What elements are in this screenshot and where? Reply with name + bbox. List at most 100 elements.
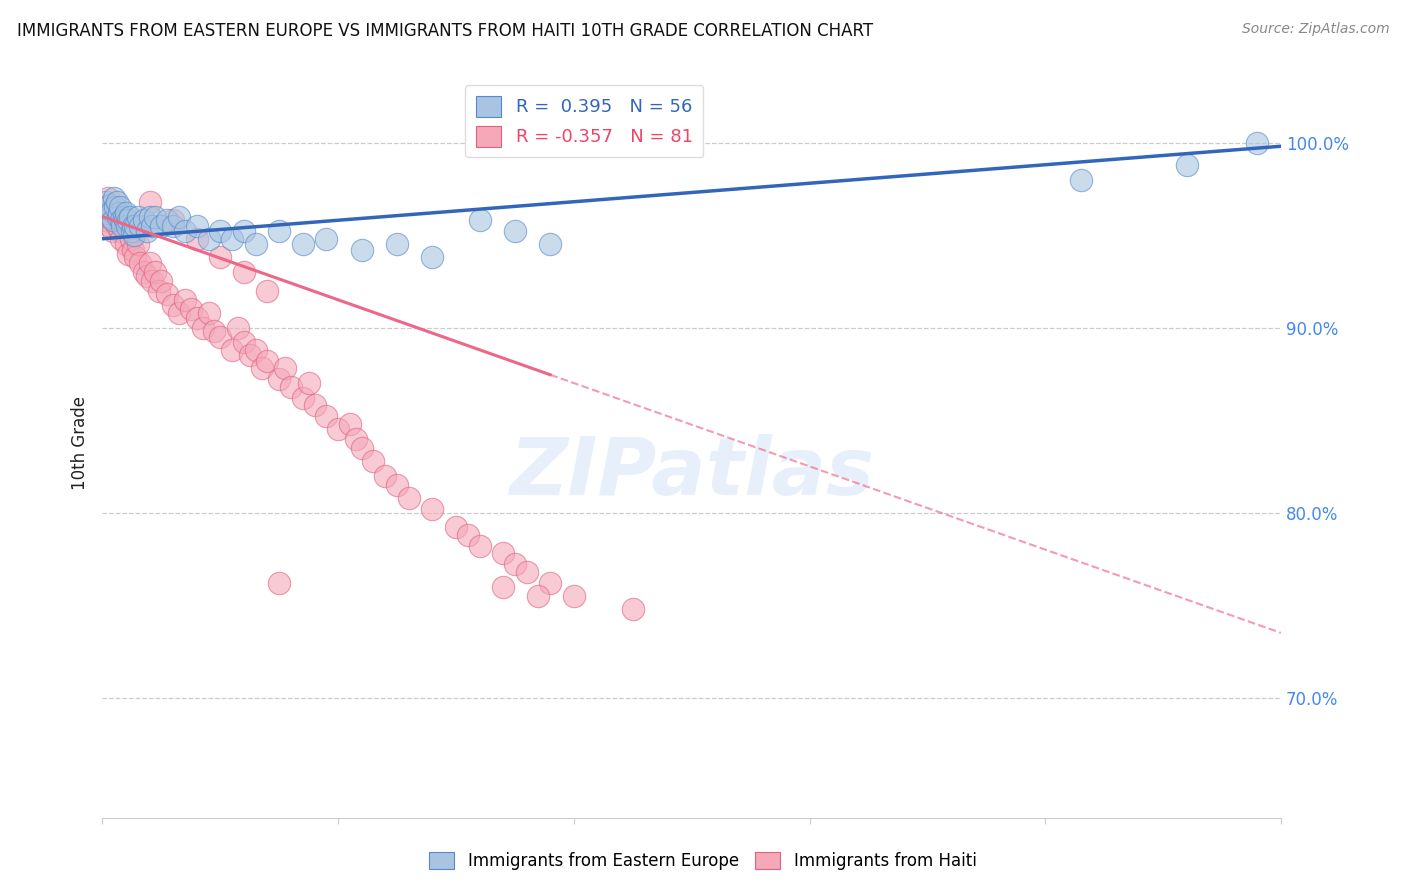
Point: [186, 219, 208, 233]
Point: [117, 246, 139, 260]
Point: [374, 468, 396, 483]
Point: [444, 520, 467, 534]
Point: [162, 213, 184, 227]
Point: [344, 432, 367, 446]
Point: [112, 210, 135, 224]
Point: [103, 191, 125, 205]
Point: [202, 324, 225, 338]
Point: [114, 213, 136, 227]
Point: [104, 200, 127, 214]
Point: [167, 210, 190, 224]
Point: [98, 219, 121, 233]
Point: [100, 210, 122, 224]
Point: [209, 224, 232, 238]
Point: [122, 219, 145, 233]
Point: [1070, 172, 1092, 186]
Point: [108, 206, 131, 220]
Point: [468, 539, 491, 553]
Point: [100, 206, 122, 220]
Point: [115, 206, 138, 220]
Point: [186, 311, 208, 326]
Point: [97, 191, 120, 205]
Point: [94, 213, 117, 227]
Point: [110, 232, 132, 246]
Point: [150, 274, 173, 288]
Point: [108, 224, 131, 238]
Point: [191, 320, 214, 334]
Point: [280, 380, 302, 394]
Point: [538, 237, 561, 252]
Point: [96, 200, 118, 214]
Point: [138, 256, 160, 270]
Point: [138, 210, 160, 224]
Point: [269, 224, 291, 238]
Point: [121, 224, 143, 238]
Point: [1246, 136, 1268, 150]
Point: [108, 200, 131, 214]
Point: [1175, 158, 1198, 172]
Point: [111, 219, 134, 233]
Point: [94, 202, 117, 216]
Point: [132, 213, 155, 227]
Point: [167, 306, 190, 320]
Point: [245, 343, 267, 357]
Point: [105, 194, 128, 209]
Point: [141, 219, 163, 233]
Point: [422, 250, 444, 264]
Point: [232, 335, 254, 350]
Point: [621, 602, 644, 616]
Point: [138, 194, 160, 209]
Point: [209, 330, 232, 344]
Point: [256, 354, 278, 368]
Point: [516, 565, 538, 579]
Point: [221, 232, 243, 246]
Point: [94, 200, 117, 214]
Point: [108, 213, 131, 227]
Point: [136, 268, 159, 283]
Point: [136, 224, 159, 238]
Point: [315, 409, 337, 424]
Point: [145, 265, 167, 279]
Point: [291, 237, 314, 252]
Point: [180, 301, 202, 316]
Point: [197, 232, 219, 246]
Point: [107, 210, 129, 224]
Point: [562, 589, 585, 603]
Text: IMMIGRANTS FROM EASTERN EUROPE VS IMMIGRANTS FROM HAITI 10TH GRADE CORRELATION C: IMMIGRANTS FROM EASTERN EUROPE VS IMMIGR…: [17, 22, 873, 40]
Point: [256, 284, 278, 298]
Point: [503, 224, 526, 238]
Point: [141, 274, 163, 288]
Point: [209, 250, 232, 264]
Point: [104, 210, 127, 224]
Point: [250, 361, 273, 376]
Point: [162, 298, 184, 312]
Y-axis label: 10th Grade: 10th Grade: [72, 396, 89, 491]
Point: [350, 441, 373, 455]
Point: [120, 232, 142, 246]
Point: [232, 224, 254, 238]
Point: [385, 237, 408, 252]
Point: [385, 478, 408, 492]
Point: [129, 219, 152, 233]
Point: [468, 213, 491, 227]
Point: [110, 213, 132, 227]
Legend: R =  0.395   N = 56, R = -0.357   N = 81: R = 0.395 N = 56, R = -0.357 N = 81: [465, 85, 703, 158]
Point: [127, 210, 149, 224]
Point: [527, 589, 550, 603]
Point: [226, 320, 249, 334]
Point: [186, 232, 208, 246]
Point: [115, 237, 138, 252]
Point: [105, 219, 128, 233]
Point: [298, 376, 321, 390]
Point: [96, 210, 118, 224]
Point: [457, 528, 479, 542]
Point: [156, 287, 179, 301]
Point: [503, 558, 526, 572]
Point: [98, 198, 121, 212]
Point: [174, 293, 197, 307]
Point: [492, 580, 515, 594]
Point: [101, 213, 124, 227]
Text: ZIPatlas: ZIPatlas: [509, 434, 875, 512]
Point: [115, 219, 138, 233]
Legend: Immigrants from Eastern Europe, Immigrants from Haiti: Immigrants from Eastern Europe, Immigran…: [423, 845, 983, 877]
